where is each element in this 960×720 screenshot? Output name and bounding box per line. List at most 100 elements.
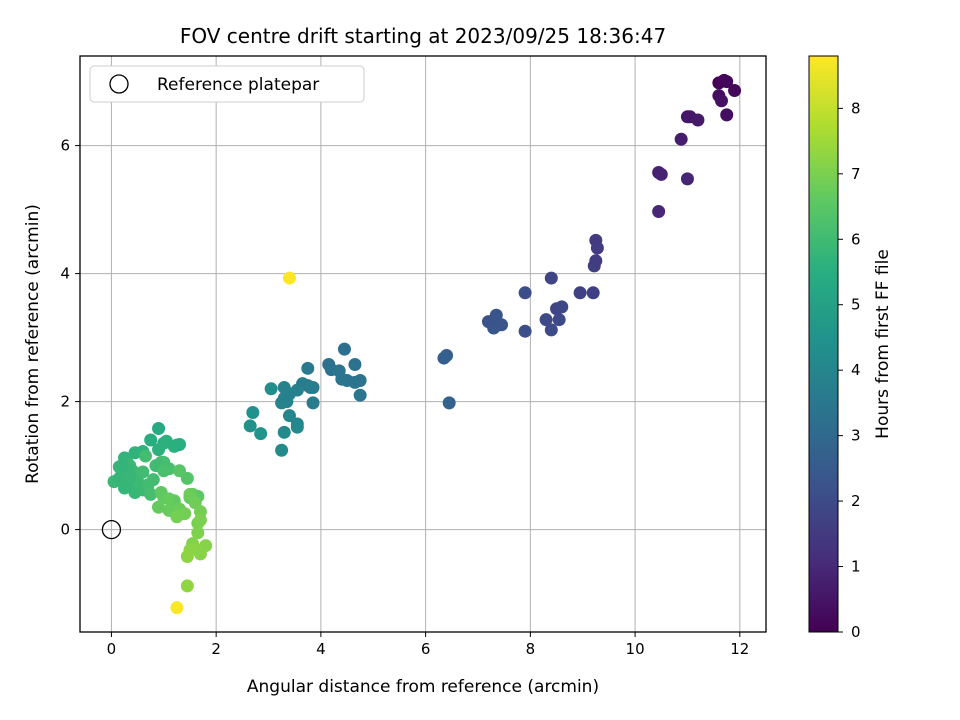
data-point — [680, 172, 694, 186]
colorbar-tick-label: 2 — [851, 492, 861, 510]
data-point — [170, 601, 184, 615]
colorbar-gradient — [809, 56, 838, 632]
data-point — [652, 205, 666, 219]
data-point — [144, 433, 158, 447]
colorbar-tick-label: 1 — [851, 558, 861, 576]
colorbar: 0 1 2 3 4 5 6 7 8 Hours from first FF file — [808, 55, 893, 641]
data-point — [152, 500, 166, 514]
data-point — [335, 372, 349, 386]
data-point — [728, 84, 742, 98]
x-tick-label: 0 — [107, 640, 117, 658]
data-point — [691, 113, 705, 127]
data-point — [353, 388, 367, 402]
plot-area: 0 2 4 6 8 10 12 0 2 4 6 — [60, 55, 767, 658]
legend-marker-icon — [109, 74, 129, 94]
colorbar-tick-label: 5 — [851, 296, 861, 314]
data-points — [107, 73, 742, 615]
data-point — [518, 324, 532, 338]
data-point — [573, 286, 587, 300]
data-point — [172, 464, 186, 478]
x-axis-label: Angular distance from reference (arcmin) — [247, 677, 599, 697]
colorbar-frame — [808, 55, 839, 633]
legend-box — [89, 65, 365, 103]
grid-lines — [80, 56, 766, 632]
x-tick-label: 12 — [730, 640, 749, 658]
data-point — [254, 427, 268, 441]
data-point — [128, 446, 142, 460]
data-point — [277, 425, 291, 439]
data-point — [552, 313, 566, 327]
data-point — [518, 286, 532, 300]
data-point — [337, 342, 351, 356]
plot-frame — [79, 55, 767, 633]
data-point — [348, 375, 362, 389]
data-point — [720, 108, 734, 122]
data-point — [306, 396, 320, 410]
data-point — [112, 471, 126, 485]
data-point — [180, 579, 194, 593]
data-point — [495, 318, 509, 332]
legend: Reference platepar — [89, 65, 365, 103]
data-point — [654, 167, 668, 181]
colorbar-tick-label: 3 — [851, 427, 861, 445]
plot-background — [80, 56, 766, 632]
data-point — [193, 513, 207, 527]
data-point — [193, 547, 207, 561]
colorbar-ticks: 0 1 2 3 4 5 6 7 8 — [838, 99, 861, 641]
data-point — [544, 271, 558, 285]
data-point — [282, 409, 296, 423]
data-point — [180, 549, 194, 563]
colorbar-tick-label: 0 — [851, 623, 861, 641]
data-point — [440, 349, 454, 363]
data-point — [144, 487, 158, 501]
colorbar-tick-label: 6 — [851, 230, 861, 248]
data-point — [115, 459, 129, 473]
data-point — [243, 419, 257, 433]
data-point — [157, 464, 171, 478]
data-point — [167, 439, 181, 453]
data-point — [277, 391, 291, 405]
data-point — [303, 381, 317, 395]
data-point — [138, 449, 152, 463]
legend-entry-label: Reference platepar — [157, 75, 319, 95]
x-axis-ticks: 0 2 4 6 8 10 12 — [107, 632, 749, 658]
x-tick-label: 8 — [526, 640, 536, 658]
y-tick-label: 2 — [60, 393, 70, 411]
data-point — [118, 481, 132, 495]
x-tick-label: 2 — [211, 640, 221, 658]
colorbar-tick-label: 8 — [851, 99, 861, 117]
data-point — [442, 396, 456, 410]
x-tick-label: 10 — [626, 640, 645, 658]
data-point — [589, 254, 603, 268]
colorbar-tick-label: 4 — [851, 361, 861, 379]
y-tick-label: 0 — [60, 521, 70, 539]
x-tick-label: 6 — [421, 640, 431, 658]
data-point — [152, 443, 166, 457]
y-tick-label: 6 — [60, 137, 70, 155]
data-point — [162, 492, 176, 506]
data-point — [290, 420, 304, 434]
data-point — [123, 470, 137, 484]
data-point — [348, 357, 362, 371]
x-tick-label: 4 — [316, 640, 326, 658]
data-point — [191, 526, 205, 540]
data-point — [555, 300, 569, 314]
colorbar-tick-label: 7 — [851, 165, 861, 183]
data-point — [246, 405, 260, 419]
data-point — [170, 510, 184, 524]
data-point — [586, 286, 600, 300]
y-axis-label: Rotation from reference (arcmin) — [23, 204, 43, 484]
y-tick-label: 4 — [60, 265, 70, 283]
colorbar-label: Hours from first FF file — [873, 249, 893, 439]
y-axis-ticks: 0 2 4 6 — [60, 137, 80, 539]
data-point — [152, 421, 166, 435]
chart-title: FOV centre drift starting at 2023/09/25 … — [180, 24, 666, 48]
data-point — [720, 75, 734, 89]
data-point — [544, 323, 558, 337]
data-point — [539, 313, 553, 327]
data-point — [277, 381, 291, 395]
data-point — [301, 361, 315, 375]
data-point — [275, 443, 289, 457]
data-point — [674, 132, 688, 146]
